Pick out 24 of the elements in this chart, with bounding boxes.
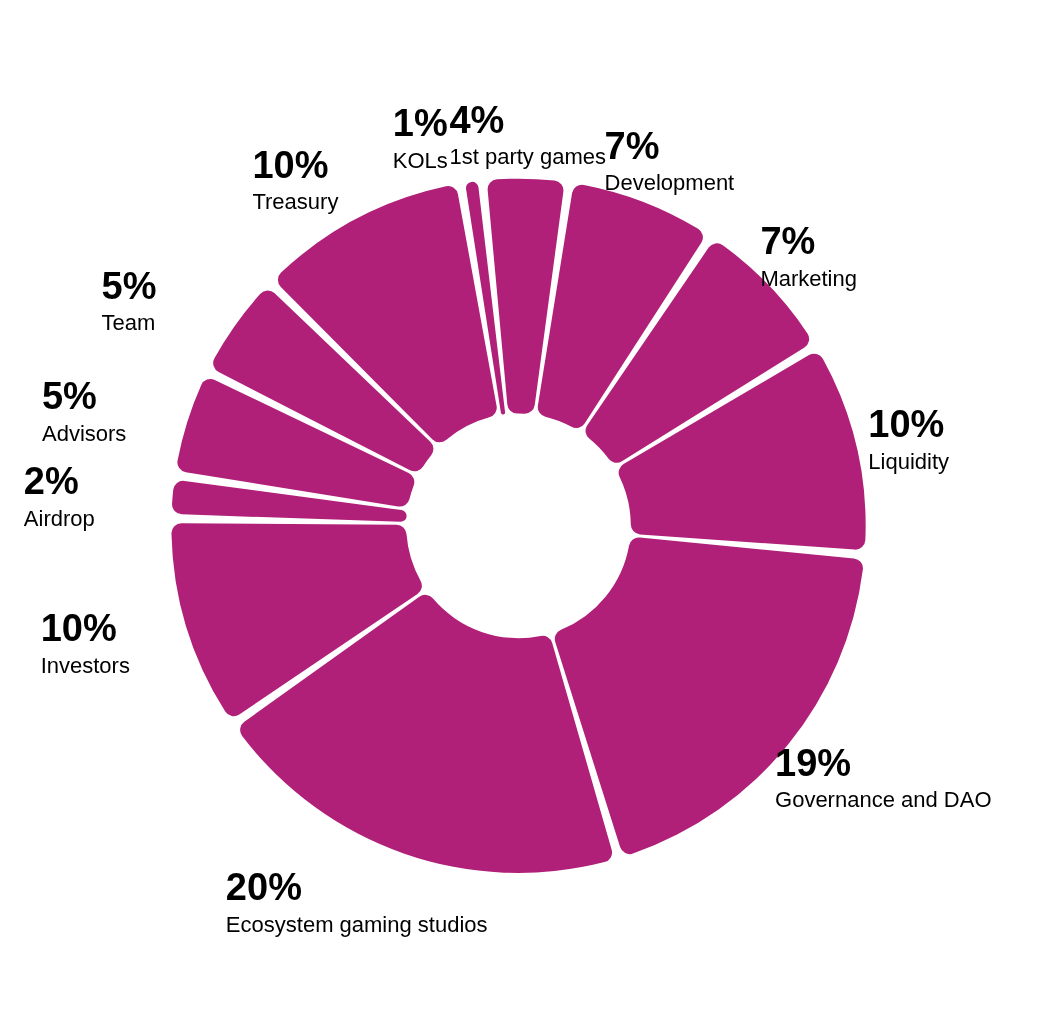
slice-label: Airdrop <box>23 505 95 531</box>
slice-label: 1st party games <box>449 144 606 170</box>
data-label: 10% <box>40 607 117 650</box>
slice-label: Development <box>604 170 735 196</box>
slice-label: Governance and DAO <box>775 787 992 813</box>
data-label: 10% <box>252 143 329 186</box>
data-label: 7% <box>760 220 816 263</box>
data-label: 20% <box>225 866 302 908</box>
slice-label: KOLs <box>392 147 448 173</box>
slice-label: Advisors <box>41 420 127 446</box>
slice-label: Investors <box>40 652 130 678</box>
data-label: 1% <box>392 102 448 145</box>
data-label: 2% <box>23 460 79 503</box>
slice-label: Team <box>101 310 156 336</box>
data-label: 4% <box>449 98 505 141</box>
data-label: 5% <box>101 264 157 307</box>
slice-label: Ecosystem gaming studios <box>225 911 488 937</box>
data-label: 19% <box>775 741 852 784</box>
slice-label: Liquidity <box>868 448 950 474</box>
data-label: 5% <box>41 375 97 418</box>
data-label: 7% <box>604 124 660 167</box>
data-label: 10% <box>868 403 945 446</box>
slice-label: Marketing <box>760 265 857 291</box>
slice-label: Treasury <box>252 189 339 215</box>
